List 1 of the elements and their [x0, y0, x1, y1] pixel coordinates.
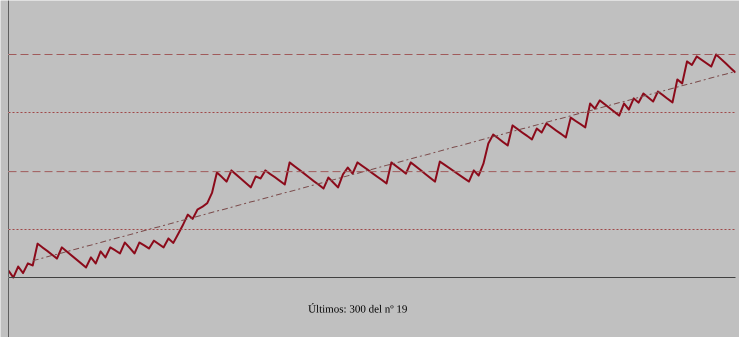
text: Últimos: 300 del nº 19: [308, 302, 408, 316]
